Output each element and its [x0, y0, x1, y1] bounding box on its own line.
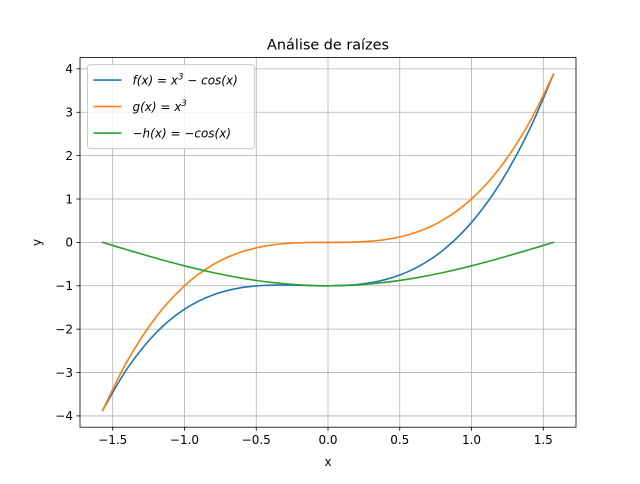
y-tick-label: −1: [55, 279, 73, 293]
legend-box: [87, 64, 255, 150]
y-tick-label: 1: [65, 192, 73, 206]
series-line-2: [101, 241, 555, 287]
y-tick-label: −2: [55, 322, 73, 336]
y-tick-label: −4: [55, 409, 73, 423]
y-tick-label: 0: [65, 236, 73, 250]
y-tick-label: 2: [65, 149, 73, 163]
y-tick-label: 4: [65, 62, 73, 76]
chart-title: Análise de raízes: [267, 38, 389, 54]
x-tick-label: −1.5: [98, 433, 127, 447]
x-tick-label: 1.0: [462, 433, 481, 447]
ticks: −1.5 −1.0 −0.5 0.0 0.5 1.0 1.5 −4 −3 −2 −1 0 1 2 3 4: [55, 62, 553, 447]
legend: f(x) = x3 − cos(x) g(x) = x3 −h(x) = −cos(…: [87, 64, 255, 150]
plot-lines: [101, 73, 555, 412]
series-line-1: [101, 73, 555, 412]
x-tick-label: −0.5: [242, 433, 271, 447]
x-tick-label: 0.0: [318, 433, 337, 447]
x-tick-label: 0.5: [390, 433, 409, 447]
x-axis-label: x: [324, 455, 331, 469]
y-tick-label: −3: [55, 366, 73, 380]
x-tick-label: −1.0: [170, 433, 199, 447]
x-tick-label: 1.5: [534, 433, 553, 447]
legend-label-0: f(x) = x3 − cos(x): [133, 73, 238, 88]
legend-label-1: g(x) = x3: [133, 99, 187, 114]
y-axis-label: y: [30, 239, 44, 246]
legend-label-2: −h(x) = −cos(x): [133, 127, 232, 141]
y-tick-label: 3: [65, 106, 73, 120]
